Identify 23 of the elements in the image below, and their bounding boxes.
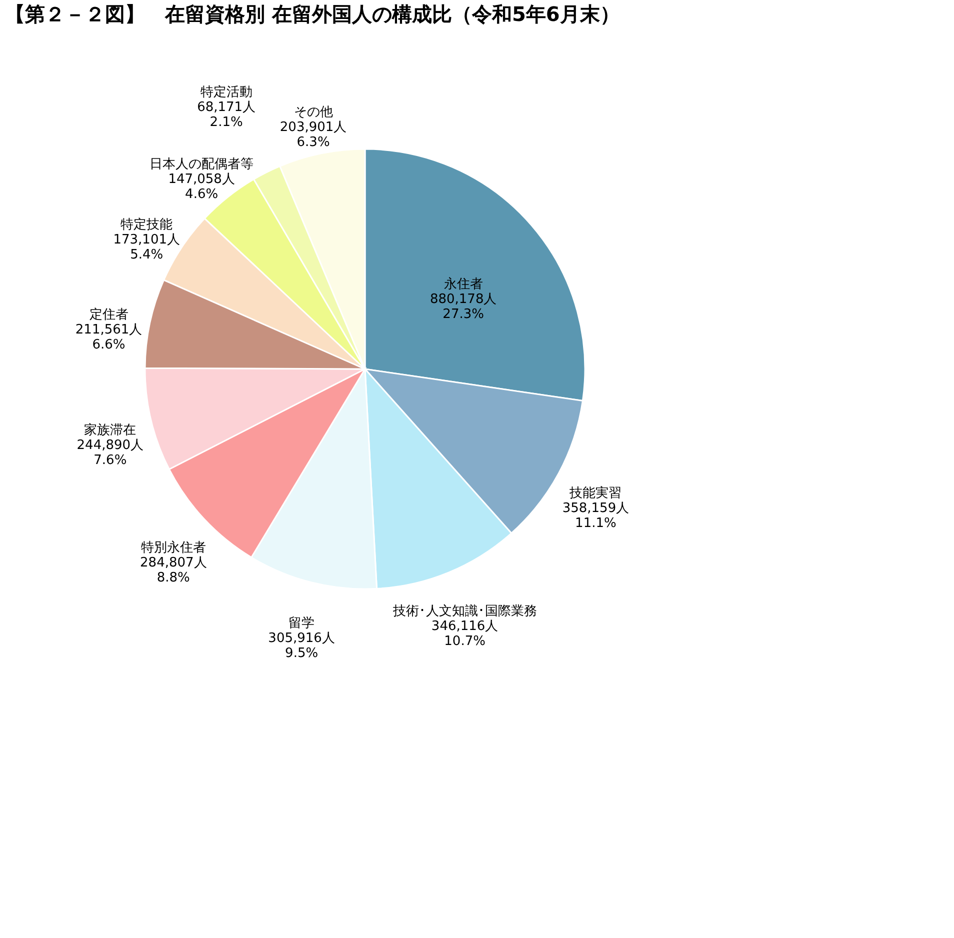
data-label: 880,178人 27.3% — [430, 292, 497, 322]
data-label: 284,807人 8.8% — [140, 556, 207, 586]
slice-label: 定住者 — [89, 307, 128, 322]
slice-label: 永住者 — [444, 276, 483, 292]
slice-label: 特定活動 — [200, 84, 252, 100]
slice-label: 特定技能 — [120, 217, 173, 232]
data-label: 244,890人 7.6% — [76, 438, 144, 468]
slice-label: 技術･人文知識･国際業務 — [392, 604, 537, 620]
data-label: 147,058人 4.6% — [168, 172, 235, 202]
data-label: 68,171人 2.1% — [197, 100, 256, 130]
slice-label: 特別永住者 — [140, 540, 206, 556]
data-label: 358,159人 11.1% — [562, 501, 630, 532]
slice-label: 留学 — [288, 616, 315, 632]
slice-label: 日本人の配偶者等 — [150, 157, 254, 172]
data-label: 211,561人 6.6% — [75, 322, 142, 352]
chart-title: 【第２－２図】 在留資格別 在留外国人の構成比（令和5年6月末） — [5, 2, 620, 26]
slice-label: その他 — [294, 105, 333, 120]
data-label: 346,116人 10.7% — [431, 619, 498, 650]
data-label: 305,916人 9.5% — [268, 631, 335, 662]
data-label: 173,101人 5.4% — [113, 232, 180, 262]
data-label: 203,901人 6.3% — [280, 120, 347, 150]
slice-label: 家族滞在 — [84, 422, 136, 438]
slice-label: 技能実習 — [568, 485, 622, 502]
